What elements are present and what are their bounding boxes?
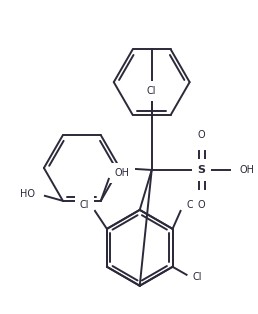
Text: Cl: Cl [79, 200, 89, 210]
Text: Cl: Cl [147, 86, 156, 96]
Text: HO: HO [20, 189, 35, 199]
Text: O: O [198, 130, 205, 140]
Text: OH: OH [239, 165, 255, 175]
Text: OH: OH [115, 168, 130, 178]
Text: Cl: Cl [187, 200, 196, 210]
Text: S: S [198, 165, 206, 175]
Text: O: O [198, 200, 205, 210]
Text: Cl: Cl [192, 272, 202, 282]
